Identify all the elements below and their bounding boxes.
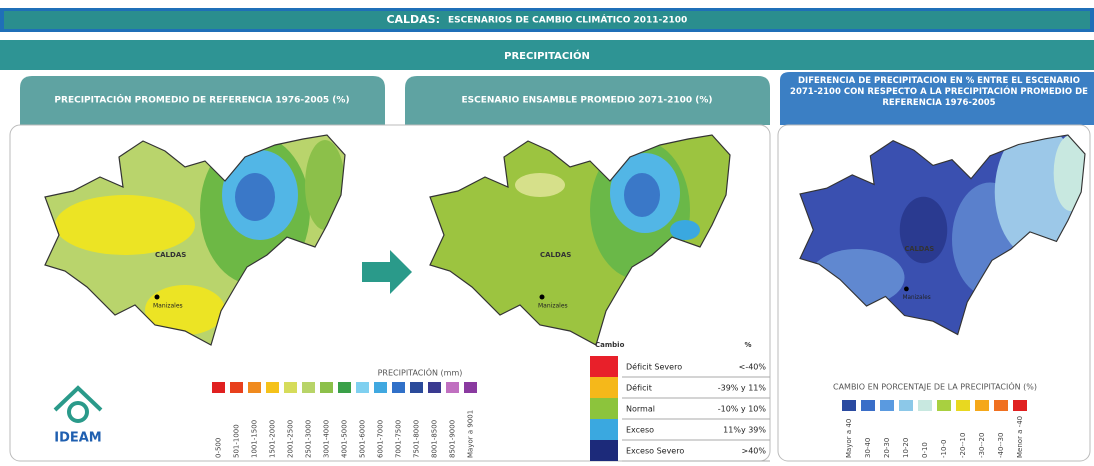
- legend-label: 2501-3000: [305, 420, 313, 458]
- map-zone: [55, 195, 195, 255]
- legend-label: Normal: [626, 405, 655, 414]
- legend-swatch: [374, 382, 387, 393]
- legend-swatch: [392, 382, 405, 393]
- legend-label: 501-1000: [233, 424, 241, 458]
- legend-swatch: [842, 400, 856, 411]
- legend-label: 20-30: [883, 438, 891, 458]
- region-label: CALDAS: [905, 245, 935, 253]
- legend-swatch: [356, 382, 369, 393]
- legend-swatch: [1013, 400, 1027, 411]
- legend-swatch: [590, 356, 618, 377]
- legend-swatch: [590, 398, 618, 419]
- logo-text: IDEAM: [54, 431, 102, 446]
- infographic: CALDAS: ESCENARIOS DE CAMBIO CLIMÁTICO 2…: [0, 0, 1094, 466]
- legend-label: 1001-1500: [251, 420, 259, 458]
- legend-header: Cambio: [595, 341, 625, 349]
- legend-swatch: [320, 382, 333, 393]
- legend-label: 8001-8500: [431, 420, 439, 458]
- legend-swatch: [994, 400, 1008, 411]
- legend-swatch: [410, 382, 423, 393]
- legend-range: 11%y 39%: [723, 426, 766, 435]
- legend-label: 2001-2500: [287, 420, 295, 458]
- legend-swatch: [338, 382, 351, 393]
- region-label: CALDAS: [155, 251, 186, 259]
- legend-swatch: [590, 377, 618, 398]
- map-zone: [670, 220, 700, 240]
- legend-swatch: [302, 382, 315, 393]
- legend-title: PRECIPITACIÓN (mm): [378, 367, 463, 378]
- legend-label: 4001-5000: [341, 420, 349, 458]
- legend-label: Mayor a 40: [845, 419, 853, 458]
- legend-range: <-40%: [739, 363, 767, 372]
- legend-label: -40--30: [997, 433, 1005, 458]
- map-zone: [515, 173, 565, 197]
- legend-label: Déficit Severo: [626, 362, 682, 372]
- legend-label: 7501-8000: [413, 420, 421, 458]
- legend-range: >40%: [742, 447, 767, 456]
- legend-label: 7001-7500: [395, 420, 403, 458]
- city-label: Manizales: [903, 295, 931, 301]
- header-title: ESCENARIOS DE CAMBIO CLIMÁTICO 2011-2100: [448, 14, 687, 26]
- legend-swatch: [880, 400, 894, 411]
- legend-swatch: [428, 382, 441, 393]
- legend-label: 5001-6000: [359, 420, 367, 458]
- legend-header: %: [744, 341, 751, 349]
- panel-title-box: DIFERENCIA DE PRECIPITACIÓN EN % ENTRE E…: [786, 76, 1092, 124]
- legend-label: Déficit: [626, 383, 652, 393]
- panel-title: ESCENARIO ENSAMBLE PROMEDIO 2071-2100 (%…: [462, 96, 713, 106]
- city-dot: [155, 295, 160, 300]
- legend-label: Exceso: [626, 426, 654, 435]
- legend-range: -39% y 11%: [718, 384, 767, 393]
- legend-label: 10-20: [902, 438, 910, 458]
- legend-label: -20--10: [959, 433, 967, 458]
- legend-swatch: [284, 382, 297, 393]
- legend-swatch: [212, 382, 225, 393]
- legend-swatch: [464, 382, 477, 393]
- legend-label: 0-10: [921, 442, 929, 458]
- legend-label: Exceso Severo: [626, 447, 684, 456]
- legend-swatch: [918, 400, 932, 411]
- map-zone: [624, 173, 660, 217]
- legend-swatch: [230, 382, 243, 393]
- legend-label: -10-0: [940, 440, 948, 458]
- legend-swatch: [899, 400, 913, 411]
- panel-title: PRECIPITACIÓN PROMEDIO DE REFERENCIA 197…: [54, 94, 349, 106]
- panel-title: DIFERENCIA DE PRECIPITACIÓN EN % ENTRE E…: [786, 76, 1092, 109]
- legend-title: CAMBIO EN PORCENTAJE DE LA PRECIPITACIÓN…: [833, 381, 1037, 392]
- legend-label: 0-500: [215, 438, 223, 458]
- city-label: Manizales: [153, 303, 183, 310]
- legend-label: Menor a -40: [1016, 416, 1024, 458]
- section-title: PRECIPITACIÓN: [504, 49, 590, 62]
- legend-swatch: [956, 400, 970, 411]
- legend-label: 6001-7000: [377, 420, 385, 458]
- legend-swatch: [248, 382, 261, 393]
- city-dot: [540, 295, 545, 300]
- header-region: CALDAS:: [386, 13, 440, 26]
- legend-swatch: [590, 419, 618, 440]
- legend-label: 30-40: [864, 438, 872, 458]
- legend-swatch: [975, 400, 989, 411]
- legend-swatch: [937, 400, 951, 411]
- city-label: Manizales: [538, 303, 568, 310]
- legend-label: -30--20: [978, 433, 986, 458]
- legend-swatch: [446, 382, 459, 393]
- city-dot: [904, 287, 909, 292]
- region-label: CALDAS: [540, 251, 571, 259]
- legend-label: Mayor a 9001: [467, 410, 475, 458]
- legend-label: 8501-9000: [449, 420, 457, 458]
- legend-label: 3001-4000: [323, 420, 331, 458]
- legend-swatch: [266, 382, 279, 393]
- legend-swatch: [590, 440, 618, 461]
- legend-swatch: [861, 400, 875, 411]
- legend-range: -10% y 10%: [718, 405, 767, 414]
- map-zone: [900, 197, 948, 264]
- legend-label: 1501-2000: [269, 420, 277, 458]
- map-zone: [235, 173, 275, 221]
